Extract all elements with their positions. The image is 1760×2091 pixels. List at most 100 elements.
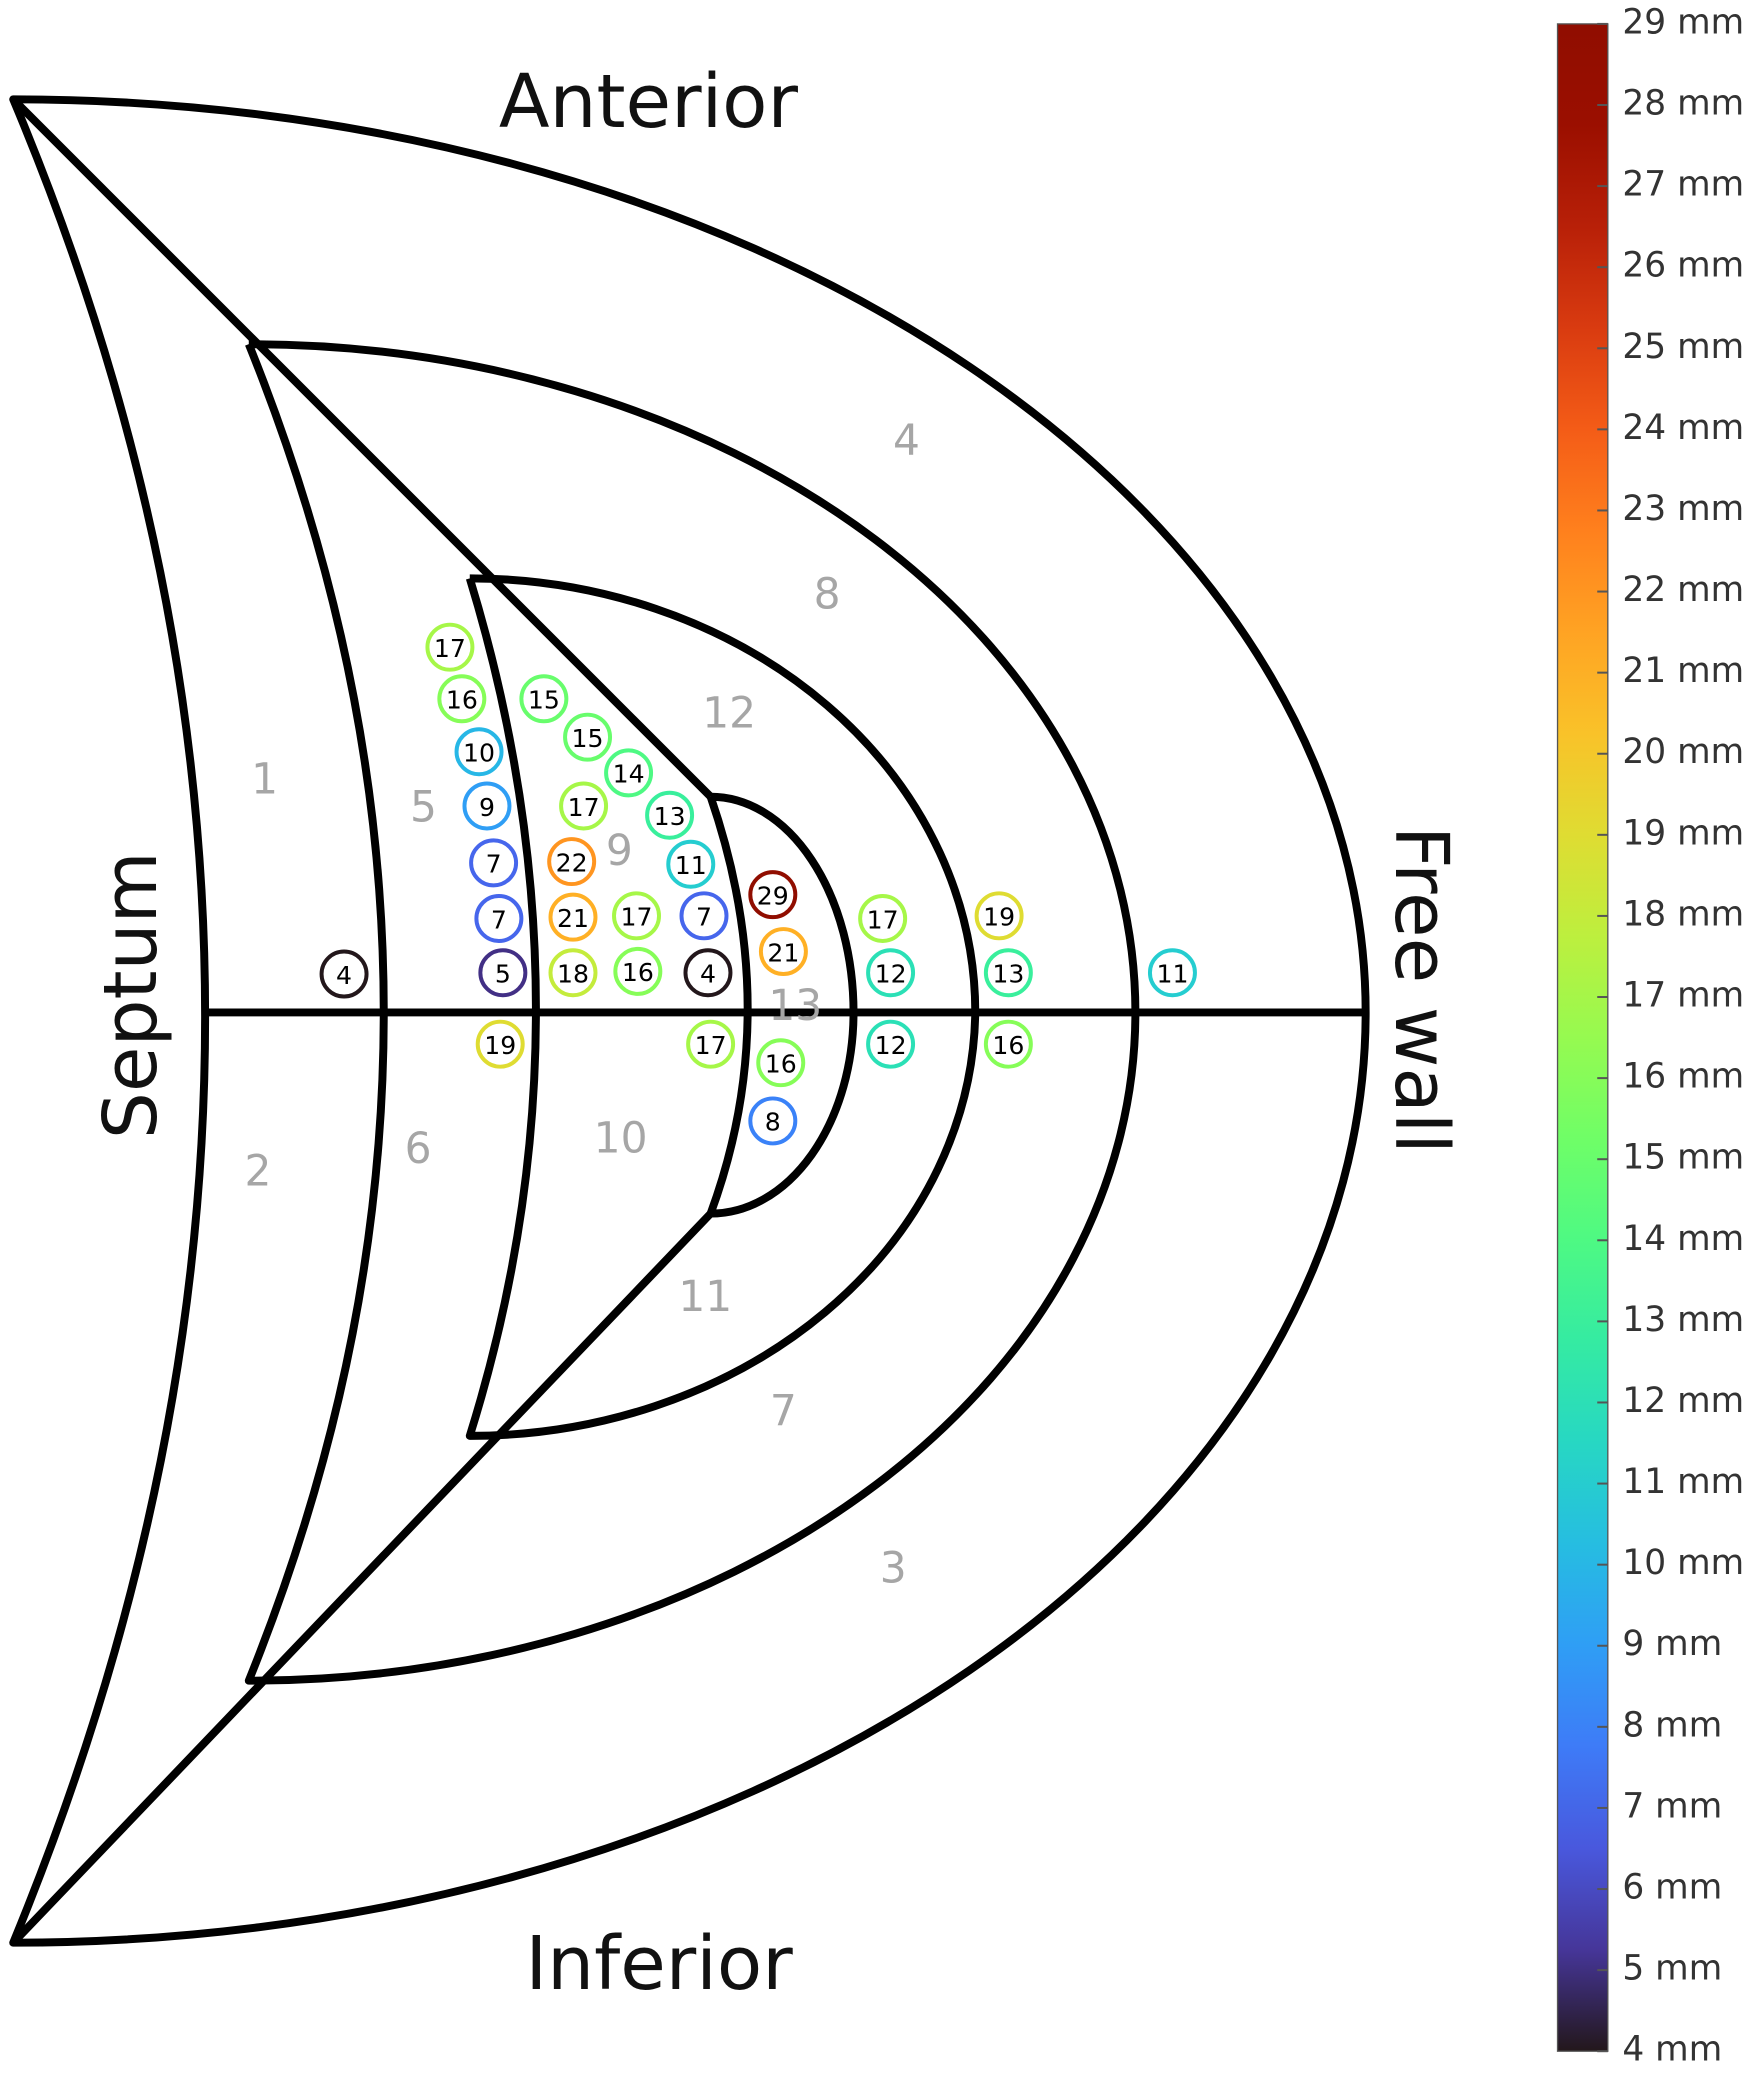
measurement-value: 16 <box>992 1031 1024 1060</box>
measurement-circle <box>686 1019 736 1069</box>
measurement: 19 <box>974 891 1024 941</box>
colorbar-label: 15 mm <box>1622 1138 1744 1178</box>
measurement-circle <box>858 893 908 943</box>
measurement: 15 <box>563 712 613 762</box>
measurement-circle <box>519 674 569 724</box>
measurement: 13 <box>645 790 695 840</box>
segment-number: 6 <box>405 1124 432 1173</box>
measurement: 5 <box>478 948 528 998</box>
measurement-value: 19 <box>983 903 1015 932</box>
measurement: 17 <box>686 1019 736 1069</box>
measurement-value: 12 <box>875 960 907 989</box>
measurement: 18 <box>548 948 598 998</box>
measurement-circle <box>475 1019 525 1069</box>
measurement-circle <box>679 891 729 941</box>
measurement-value: 22 <box>556 848 588 877</box>
measurement: 17 <box>425 622 475 672</box>
measurement-circle <box>454 727 504 777</box>
measurement: 7 <box>469 838 519 888</box>
measurement-circle <box>756 1038 806 1088</box>
colorbar-label: 13 mm <box>1622 1300 1744 1340</box>
measurement-value: 7 <box>486 850 502 879</box>
measurement: 16 <box>613 946 663 996</box>
colorbar-label: 20 mm <box>1622 732 1744 772</box>
measurement-circle <box>983 948 1033 998</box>
measurement-value: 17 <box>568 793 600 822</box>
segment-number: 8 <box>814 569 841 618</box>
measurement-circle <box>666 839 716 889</box>
segment-number: 13 <box>768 981 822 1030</box>
measurement-value: 13 <box>654 802 686 831</box>
measurement: 21 <box>758 927 808 977</box>
colorbar-label: 10 mm <box>1622 1543 1744 1583</box>
colorbar-label: 23 mm <box>1622 489 1744 529</box>
measurement: 17 <box>559 781 609 831</box>
measurement-value: 16 <box>622 958 654 987</box>
measurement: 13 <box>983 948 1033 998</box>
measurement-circle <box>547 837 597 887</box>
measurement: 16 <box>756 1038 806 1088</box>
measurement-circle <box>613 946 663 996</box>
measurement: 14 <box>604 748 654 798</box>
measurement-value: 10 <box>463 739 495 768</box>
measurement: 4 <box>319 949 369 999</box>
measurement-value: 5 <box>495 960 511 989</box>
measurement-value: 15 <box>528 686 560 715</box>
outline <box>9 95 1370 1947</box>
measurement-value: 18 <box>557 960 589 989</box>
inferior-label: Inferior <box>525 1921 793 2007</box>
measurement: 10 <box>454 727 504 777</box>
measurement-circle <box>474 893 524 943</box>
colorbar-label: 25 mm <box>1622 327 1744 367</box>
septum-label: Septum <box>88 851 174 1139</box>
measurement-circle <box>758 927 808 977</box>
segment-number: 9 <box>606 826 633 875</box>
measurement: 7 <box>474 893 524 943</box>
measurement-value: 16 <box>765 1050 797 1079</box>
colorbar-label: 4 mm <box>1622 2030 1722 2070</box>
segment-number: 3 <box>880 1543 907 1592</box>
measurement: 11 <box>666 839 716 889</box>
colorbar-label: 24 mm <box>1622 408 1744 448</box>
colorbar-label: 17 mm <box>1622 976 1744 1016</box>
measurement: 16 <box>983 1019 1033 1069</box>
measurement-circle <box>563 712 613 762</box>
segment-number: 1 <box>251 755 278 804</box>
measurement-value: 14 <box>613 760 645 789</box>
measurement-circle <box>645 790 695 840</box>
segment-number: 2 <box>245 1146 272 1195</box>
measurement-value: 21 <box>767 938 799 967</box>
measurement-circle <box>548 948 598 998</box>
colorbar-label: 26 mm <box>1622 246 1744 286</box>
measurement-value: 4 <box>700 960 716 989</box>
measurement-value: 13 <box>992 960 1024 989</box>
colorbar-label: 16 mm <box>1622 1057 1744 1097</box>
measurement: 22 <box>547 837 597 887</box>
colorbar-label: 14 mm <box>1622 1219 1744 1259</box>
colorbar-label: 12 mm <box>1622 1381 1744 1421</box>
colorbar-label: 5 mm <box>1622 1949 1722 1989</box>
segment-number: 11 <box>678 1272 732 1321</box>
measurement-circle <box>748 870 798 920</box>
measurement: 15 <box>519 674 569 724</box>
colorbar-label: 22 mm <box>1622 570 1744 610</box>
measurement-circle <box>612 891 661 941</box>
measurement-value: 8 <box>765 1108 781 1137</box>
measurement: 17 <box>612 891 661 941</box>
measurement-circle <box>866 948 916 998</box>
measurement-circle <box>748 1096 798 1146</box>
measurement-value: 29 <box>757 881 789 910</box>
colorbar-label: 11 mm <box>1622 1462 1744 1502</box>
segment-number: 12 <box>702 688 756 737</box>
measurement: 9 <box>462 781 512 831</box>
colorbar-label: 21 mm <box>1622 651 1744 691</box>
measurement-value: 15 <box>572 724 604 753</box>
measurement: 12 <box>866 948 916 998</box>
measurement-circle <box>437 674 487 724</box>
colorbar-label: 28 mm <box>1622 83 1744 123</box>
colorbar-label: 8 mm <box>1622 1705 1722 1745</box>
measurement-circle <box>462 781 512 831</box>
measurement-value: 17 <box>621 903 653 932</box>
